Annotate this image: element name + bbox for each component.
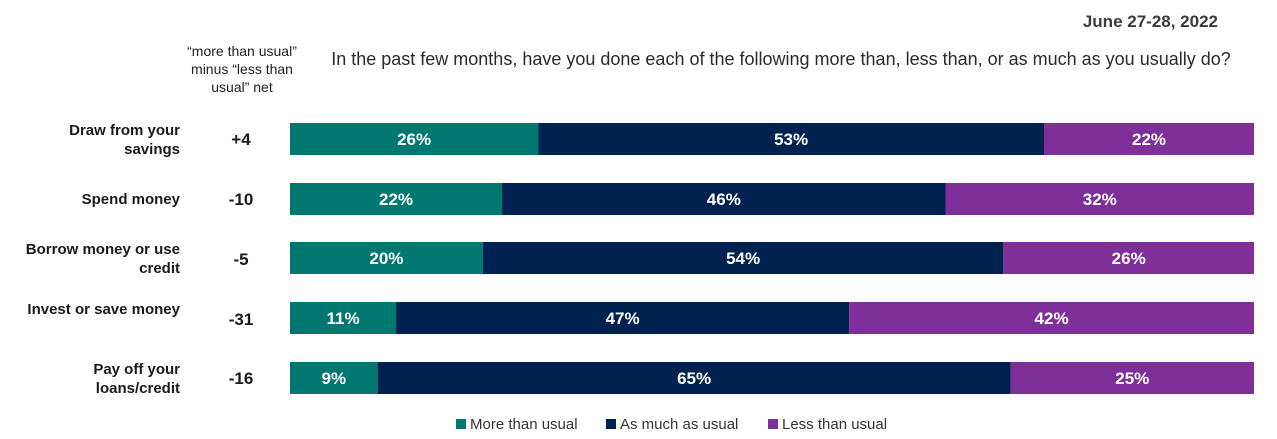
- bar-segment-more: [290, 242, 483, 274]
- legend-label-less: Less than usual: [782, 415, 888, 433]
- bar-data-label: 32%: [1083, 190, 1117, 209]
- bar-data-label: 47%: [606, 309, 640, 328]
- bar-data-label: 25%: [1115, 369, 1149, 388]
- row-label: Pay off your loans/credit: [93, 361, 180, 397]
- net-column-header: “more than usual” minus “less than usual…: [187, 43, 297, 95]
- bar-data-label: 65%: [677, 369, 711, 388]
- legend-swatch-as-much: [606, 419, 616, 429]
- net-value: -16: [228, 369, 254, 388]
- bar-segment-more: [290, 362, 378, 394]
- legend-swatch-more: [456, 419, 466, 429]
- row-label: Spend money: [81, 191, 180, 208]
- survey-date: June 27-28, 2022: [1082, 12, 1218, 31]
- legend-item-more: More than usual: [456, 415, 578, 433]
- bar-data-label: 26%: [397, 130, 431, 149]
- row-label: Borrow money or use credit: [25, 241, 180, 277]
- bar-data-label: 53%: [774, 130, 808, 149]
- chart-title: In the past few months, have you done ea…: [331, 49, 1231, 69]
- bar-segment-less: [849, 302, 1254, 334]
- net-value: -31: [228, 310, 254, 329]
- row-label: Draw from your savings: [69, 122, 180, 158]
- bar-data-label: 22%: [379, 190, 413, 209]
- bar-segment-as-much: [396, 302, 850, 334]
- net-value: -5: [233, 250, 249, 269]
- bar-segment-less: [945, 183, 1254, 215]
- bar-data-label: 54%: [726, 249, 760, 268]
- bar-data-label: 22%: [1132, 130, 1166, 149]
- legend-label-more: More than usual: [470, 415, 578, 433]
- row-label: Invest or save money: [27, 301, 180, 318]
- bar-data-label: 42%: [1035, 309, 1069, 328]
- bar-data-label: 46%: [707, 190, 741, 209]
- bar-segment-more: [290, 183, 503, 215]
- bar-data-label: 26%: [1112, 249, 1146, 268]
- bar-segment-as-much: [502, 183, 946, 215]
- bar-segment-as-much: [538, 123, 1045, 155]
- bar-data-label: 11%: [326, 309, 359, 328]
- bar-segment-more: [290, 302, 397, 334]
- legend-label-as-much: As much as usual: [620, 415, 739, 433]
- bar-data-label: 20%: [369, 249, 403, 268]
- legend-item-less: Less than usual: [768, 415, 887, 433]
- bar-segment-more: [290, 123, 539, 155]
- legend-swatch-less: [768, 419, 778, 429]
- bar-segment-less: [1003, 242, 1254, 274]
- bar-segment-as-much: [377, 362, 1011, 394]
- bar-segment-less: [1044, 123, 1254, 155]
- net-value: +4: [231, 130, 251, 149]
- bar-segment-as-much: [482, 242, 1004, 274]
- legend-item-as-much: As much as usual: [606, 415, 738, 433]
- net-value: -10: [228, 190, 254, 209]
- bar-segment-less: [1010, 362, 1254, 394]
- bar-data-label: 9%: [322, 369, 347, 388]
